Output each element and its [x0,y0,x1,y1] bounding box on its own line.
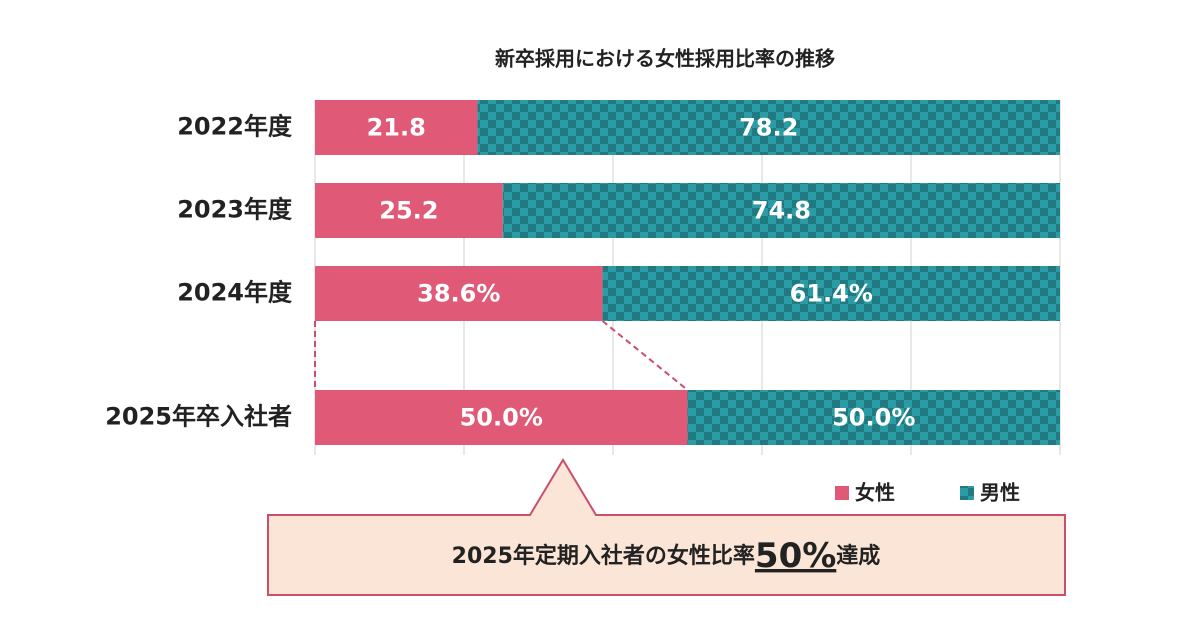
bar-segment [315,183,503,238]
data-label: 50.0% [460,404,543,432]
data-label: 25.2 [379,197,438,225]
legend-label: 男性 [980,481,1020,505]
data-label: 38.6% [417,280,500,308]
bar-segment [315,100,478,155]
y-tick-label: 2024年度 [177,279,293,307]
callout-box [267,458,1066,596]
bar-segment [477,100,1060,155]
y-tick-label: 2025年卒入社者 [105,403,292,431]
bar-segment [315,390,688,445]
y-tick-label: 2022年度 [177,113,293,141]
callout-text: 2025年定期入社者の女性比率50%達成 [452,536,881,576]
bar-segment [315,266,603,321]
data-label: 61.4% [790,280,873,308]
y-tick-label: 2023年度 [177,196,293,224]
bar-segment [602,266,1060,321]
data-label: 78.2 [739,114,798,142]
chart-title: 新卒採用における女性採用比率の推移 [495,47,835,71]
legend-swatch [960,486,974,500]
legend-label: 女性 [855,481,895,505]
callout-before: 2025年定期入社者の女性比率 [452,543,755,569]
legend-swatch [835,486,849,500]
data-label: 21.8 [367,114,426,142]
bar-segment [502,183,1060,238]
data-label: 74.8 [752,197,811,225]
connector [601,320,689,391]
callout-highlight: 50% [755,536,836,576]
data-label: 50.0% [832,404,915,432]
bar-segment [687,390,1060,445]
callout-after: 達成 [836,543,880,569]
